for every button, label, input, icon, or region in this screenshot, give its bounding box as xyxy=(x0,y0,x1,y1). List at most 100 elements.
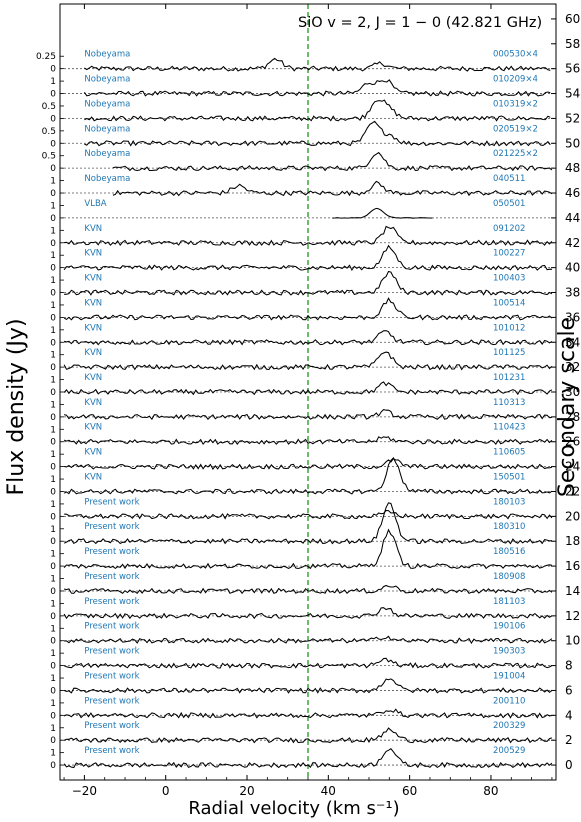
left-tick-label: 0 xyxy=(50,438,56,448)
spectrum-line xyxy=(63,409,552,421)
left-tick-label: 1 xyxy=(50,226,56,236)
spectrum-line xyxy=(63,678,553,694)
series-name-label: Nobeyama xyxy=(84,149,130,159)
left-tick-label: 0 xyxy=(50,562,56,572)
spectrum-line xyxy=(84,99,551,122)
labels-layer: Nobeyama 000530×4 Nobeyama 010209×4 Nobeyama… xyxy=(84,50,538,756)
date-label: 010319×2 xyxy=(493,99,538,109)
left-tick-label: 0.5 xyxy=(42,102,56,112)
spectrum-line xyxy=(64,458,553,470)
left-tick-label: 1 xyxy=(50,351,56,361)
date-label: 180310 xyxy=(493,522,525,532)
spectrum-line xyxy=(63,244,552,272)
date-label: 200329 xyxy=(493,721,525,731)
right-tick-label: 50 xyxy=(565,136,580,150)
left-tick-label: 1 xyxy=(50,749,56,759)
series-name-label: Present work xyxy=(84,696,139,706)
right-tick-label: 18 xyxy=(565,534,580,548)
spectrum-line xyxy=(83,79,551,97)
spectrum-line xyxy=(63,436,553,446)
date-label: 000530×4 xyxy=(493,50,538,60)
left-tick-label: 0 xyxy=(50,139,56,149)
right-tick-label: 28 xyxy=(565,410,580,424)
right-tick-label: 40 xyxy=(565,261,580,275)
left-tick-label: 0 xyxy=(50,388,56,398)
date-label: 191004 xyxy=(493,671,525,681)
series-name-label: Present work xyxy=(84,572,139,582)
date-label: 110313 xyxy=(493,398,525,408)
left-tick-label: 0 xyxy=(50,363,56,373)
left-tick-label: 1 xyxy=(50,77,56,87)
left-tick-label: 1 xyxy=(50,425,56,435)
left-tick-label: 0 xyxy=(50,587,56,597)
right-tick-label: 24 xyxy=(565,460,580,474)
left-tick-label: 0 xyxy=(50,662,56,672)
left-tick-label: 0 xyxy=(50,189,56,199)
right-tick-label: 36 xyxy=(565,310,580,324)
series-name-label: Nobeyama xyxy=(84,174,130,184)
left-tick-label: 0 xyxy=(50,65,56,75)
series-name-label: KVN xyxy=(84,323,102,333)
date-label: 100227 xyxy=(493,249,525,259)
date-label: 020519×2 xyxy=(493,124,538,134)
right-tick-label: 16 xyxy=(565,559,580,573)
left-tick-label: 0 xyxy=(50,537,56,547)
date-label: 181103 xyxy=(493,597,525,607)
date-label: 101125 xyxy=(493,348,525,358)
spectrum-line xyxy=(63,607,553,620)
date-label: 100514 xyxy=(493,298,525,308)
right-tick-label: 4 xyxy=(565,708,573,722)
series-name-label: Present work xyxy=(84,746,139,756)
left-tick-label: 0.25 xyxy=(36,52,56,62)
left-tick-label: 1 xyxy=(50,177,56,187)
right-tick-label: 58 xyxy=(565,37,580,51)
left-tick-label: 1 xyxy=(50,575,56,585)
series-name-label: VLBA xyxy=(84,199,106,209)
date-label: 200110 xyxy=(493,696,525,706)
right-tick-label: 38 xyxy=(565,286,580,300)
series-name-label: KVN xyxy=(84,298,102,308)
left-tick-label: 0 xyxy=(50,711,56,721)
series-name-label: KVN xyxy=(84,448,102,458)
left-tick-label: 0 xyxy=(50,289,56,299)
x-axis-title: Radial velocity (km s⁻¹) xyxy=(188,798,399,819)
right-tick-label: 48 xyxy=(565,161,580,175)
left-tick-label: 0 xyxy=(50,612,56,622)
right-tick-label: 26 xyxy=(565,435,580,449)
right-tick-label: 32 xyxy=(565,360,580,374)
spectrum-line xyxy=(63,502,552,545)
series-name-label: Present work xyxy=(84,622,139,632)
spectrum-line xyxy=(63,381,553,396)
series-name-label: KVN xyxy=(84,274,102,284)
x-tick-label: 0 xyxy=(162,784,170,798)
right-tick-label: 22 xyxy=(565,484,580,498)
right-tick-label: 8 xyxy=(565,659,573,673)
series-name-label: KVN xyxy=(84,224,102,234)
right-tick-label: 6 xyxy=(565,683,573,697)
x-tick-label: −20 xyxy=(72,784,97,798)
date-label: 101012 xyxy=(493,323,525,333)
left-tick-label: 1 xyxy=(50,450,56,460)
date-label: 180908 xyxy=(493,572,525,582)
series-name-label: Present work xyxy=(84,647,139,657)
right-tick-label: 42 xyxy=(565,236,580,250)
spectrum-line xyxy=(63,528,553,570)
left-tick-label: 1 xyxy=(50,599,56,609)
series-name-label: KVN xyxy=(84,423,102,433)
left-tick-label: 0 xyxy=(50,761,56,771)
date-label: 190303 xyxy=(493,647,525,657)
left-tick-label: 0 xyxy=(50,164,56,174)
left-tick-label: 0 xyxy=(50,239,56,249)
right-tick-label: 52 xyxy=(565,111,580,125)
right-tick-label: 60 xyxy=(565,12,580,26)
right-tick-label: 10 xyxy=(565,634,580,648)
left-tick-label: 0 xyxy=(50,114,56,124)
series-name-label: Nobeyama xyxy=(84,124,130,134)
series-name-label: KVN xyxy=(84,398,102,408)
left-tick-label: 0 xyxy=(50,487,56,497)
date-label: 190106 xyxy=(493,622,525,632)
left-tick-label: 1 xyxy=(50,475,56,485)
series-name-label: KVN xyxy=(84,348,102,358)
spectrum-line xyxy=(63,747,553,769)
date-label: 110423 xyxy=(493,423,525,433)
